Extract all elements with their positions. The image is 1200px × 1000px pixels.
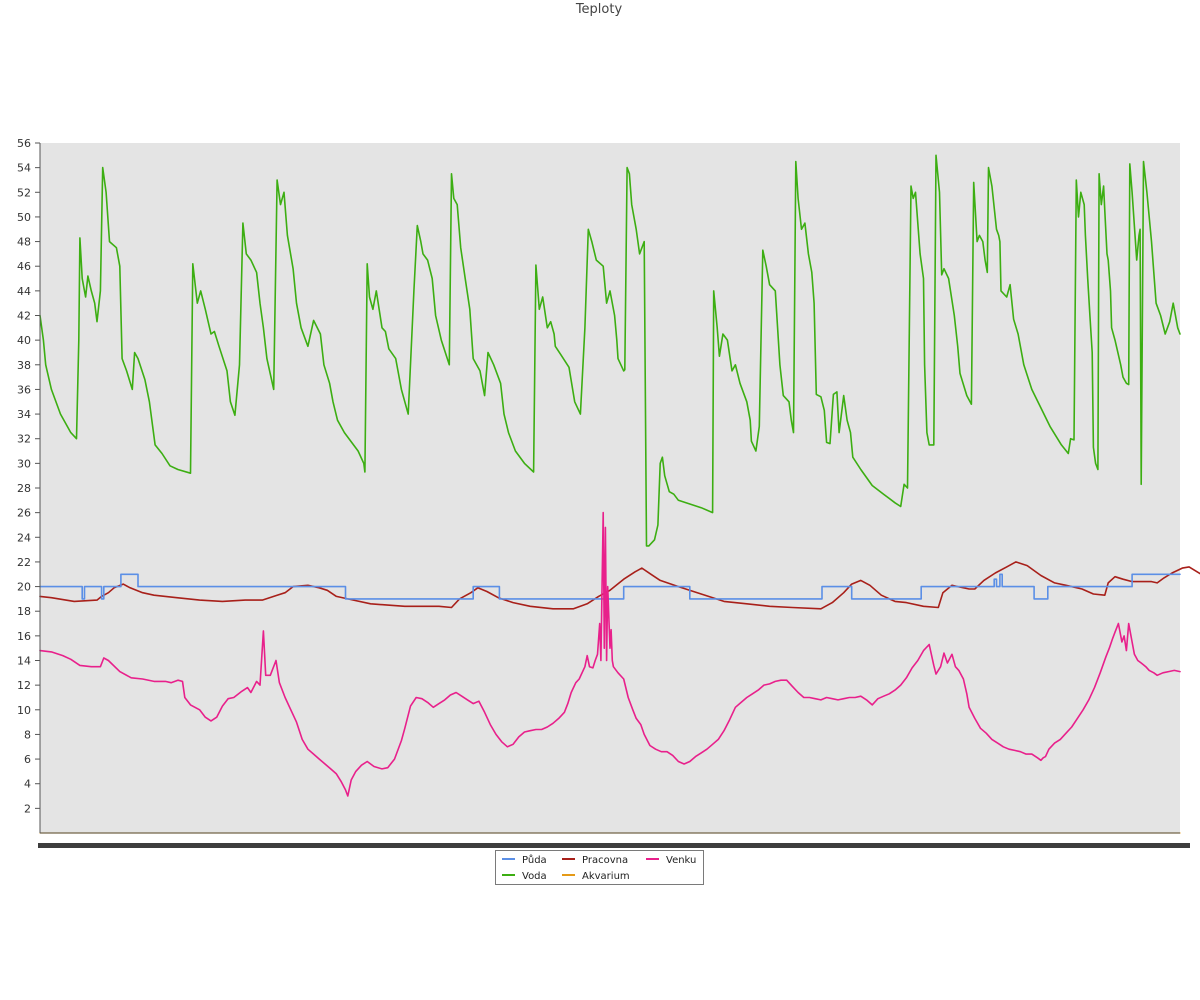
- y-tick-label: 18: [17, 605, 31, 618]
- y-tick-label: 26: [17, 507, 31, 520]
- y-tick-label: 40: [17, 334, 31, 347]
- y-tick-label: 16: [17, 630, 31, 643]
- y-tick-label: 48: [17, 236, 31, 249]
- y-tick-label: 6: [24, 753, 31, 766]
- chart-legend: Půda Pracovna Venku Voda Akvarium: [495, 850, 704, 885]
- y-tick-label: 10: [17, 704, 31, 717]
- y-tick-label: 24: [17, 531, 31, 544]
- legend-label: Voda: [522, 871, 547, 882]
- legend-item: Půda: [502, 854, 547, 868]
- y-tick-label: 38: [17, 359, 31, 372]
- y-tick-label: 46: [17, 260, 31, 273]
- plot-area: [40, 143, 1180, 833]
- y-tick-label: 44: [17, 285, 31, 298]
- y-tick-label: 50: [17, 211, 31, 224]
- y-tick-label: 42: [17, 310, 31, 323]
- y-tick-label: 30: [17, 457, 31, 470]
- series-line-p-da: [39, 573, 1181, 600]
- legend-item: Pracovna: [562, 854, 628, 868]
- y-tick-label: 22: [17, 556, 31, 569]
- y-tick-label: 54: [17, 162, 31, 175]
- y-tick-label: 28: [17, 482, 31, 495]
- y-tick-label: 34: [17, 408, 31, 421]
- legend-item: Voda: [502, 870, 547, 884]
- y-tick-label: 2: [24, 802, 31, 815]
- legend-swatch: [502, 858, 515, 860]
- legend-swatch: [562, 874, 575, 876]
- chart-title: Teploty: [575, 2, 623, 17]
- series-line-pracovna: [39, 561, 1200, 610]
- legend-item: Akvarium: [562, 870, 630, 884]
- y-tick-label: 36: [17, 383, 31, 396]
- legend-item: Venku: [646, 854, 696, 868]
- legend-label: Akvarium: [582, 871, 630, 882]
- legend-label: Půda: [522, 855, 547, 866]
- y-tick-label: 52: [17, 186, 31, 199]
- y-tick-label: 8: [24, 728, 31, 741]
- axis-layer: 2468101214161820222426283032343638404244…: [17, 137, 1190, 848]
- legend-label: Venku: [666, 855, 697, 866]
- y-tick-label: 20: [17, 581, 31, 594]
- y-tick-label: 56: [17, 137, 31, 150]
- y-tick-label: 4: [24, 778, 31, 791]
- y-tick-label: 12: [17, 679, 31, 692]
- series-line-voda: [39, 154, 1181, 547]
- legend-swatch: [502, 874, 515, 876]
- legend-swatch: [562, 858, 575, 860]
- x-tick-labels-band: [38, 843, 1190, 848]
- y-tick-label: 14: [17, 655, 31, 668]
- legend-label: Pracovna: [582, 855, 629, 866]
- legend-swatch: [646, 858, 659, 860]
- series-line-venku: [39, 511, 1181, 797]
- y-tick-label: 32: [17, 433, 31, 446]
